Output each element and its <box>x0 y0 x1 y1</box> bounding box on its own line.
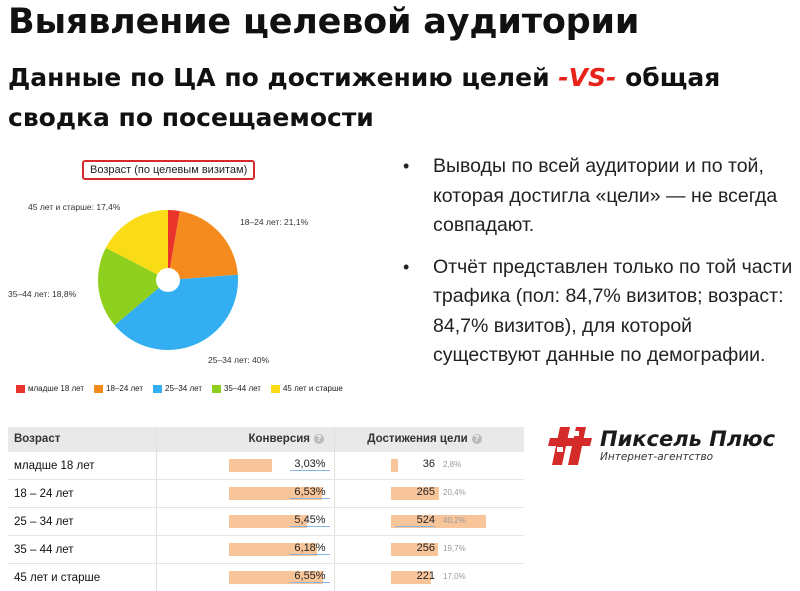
pixel-plus-logo-icon <box>548 427 592 465</box>
age-pie-chart <box>98 210 238 350</box>
conversion-bar <box>229 459 272 472</box>
findings-list: • Выводы по всей аудитории и по той, кото… <box>400 152 795 383</box>
cell-age: 45 лет и старше <box>14 571 101 584</box>
logo-tagline: Интернет-агентство <box>600 451 714 463</box>
cell-age: 35 – 44 лет <box>14 543 74 556</box>
subtitle-part2: общая сводка по посещаемости <box>8 63 721 132</box>
header-conversion-label: Конверсия <box>248 433 310 445</box>
legend-label: 18–24 лет <box>106 384 143 393</box>
conversion-bar <box>229 543 317 556</box>
table-row[interactable]: 45 лет и старше 6,55% 221 17,0% <box>8 563 524 591</box>
cell-age: младше 18 лет <box>14 459 95 472</box>
header-conversion[interactable]: Конверсия? <box>156 427 334 451</box>
achievements-percent: 20,4% <box>443 488 466 497</box>
legend-swatch <box>211 384 221 393</box>
table-header: Возраст Конверсия? Достижения цели? <box>8 427 524 451</box>
achievements-count: 256 <box>416 542 435 554</box>
pie-slice[interactable] <box>98 247 168 326</box>
achievements-percent: 2,8% <box>443 460 462 469</box>
cell-achievements: 256 19,7% <box>334 536 524 563</box>
subtitle-part1: Данные по ЦА по достижению целей <box>8 63 559 92</box>
table-row[interactable]: 35 – 44 лет 6,18% 256 19,7% <box>8 535 524 563</box>
page-title: Выявление целевой аудитории <box>8 2 640 42</box>
achievements-percent: 17,0% <box>443 572 466 581</box>
bullet-dot-icon: • <box>403 256 410 277</box>
achievements-bar <box>391 459 398 472</box>
table-body: младше 18 лет 3,03% 36 2,8% 18 – 24 лет … <box>8 451 524 591</box>
page-subtitle: Данные по ЦА по достижению целей -VS- об… <box>8 58 788 138</box>
table-row[interactable]: младше 18 лет 3,03% 36 2,8% <box>8 451 524 479</box>
conversion-value: 6,18% <box>290 542 330 555</box>
achievements-bar <box>391 515 486 528</box>
legend-item[interactable]: 25–34 лет <box>153 384 202 393</box>
achievements-bar <box>391 571 431 584</box>
header-age[interactable]: Возраст <box>14 433 61 445</box>
pie-slice[interactable] <box>114 274 238 350</box>
conversion-bar <box>229 487 322 500</box>
legend-item[interactable]: младше 18 лет <box>16 384 84 393</box>
age-conversion-table: Возраст Конверсия? Достижения цели? млад… <box>8 427 524 591</box>
bullet-dot-icon: • <box>403 156 410 176</box>
achievements-count: 524 <box>395 514 435 527</box>
table-row[interactable]: 18 – 24 лет 6,53% 265 20,4% <box>8 479 524 507</box>
help-icon[interactable]: ? <box>314 434 324 444</box>
pie-legend: младше 18 лет 18–24 лет 25–34 лет 35–44 лет… <box>16 384 343 393</box>
help-icon[interactable]: ? <box>471 434 482 444</box>
cell-achievements: 524 40,2% <box>334 508 524 535</box>
legend-swatch <box>153 384 162 393</box>
cell-achievements: 221 17,0% <box>334 564 524 591</box>
pie-slice[interactable] <box>105 210 168 280</box>
conversion-value: 6,53% <box>290 486 330 499</box>
pie-slice[interactable] <box>168 211 238 280</box>
achievements-count: 36 <box>422 458 435 470</box>
achievements-percent: 19,7% <box>443 544 466 553</box>
cell-age: 25 – 34 лет <box>14 515 74 528</box>
cell-conversion: 6,18% <box>156 536 334 563</box>
header-achievements-label: Достижения цели <box>367 433 468 445</box>
pie-center-hole <box>156 268 180 292</box>
header-achievements[interactable]: Достижения цели? <box>334 427 524 451</box>
cell-achievements: 36 2,8% <box>334 452 524 479</box>
finding-text: Выводы по всей аудитории и по той, котор… <box>433 155 778 236</box>
cell-conversion: 6,55% <box>156 564 334 591</box>
legend-item[interactable]: 18–24 лет <box>94 384 143 393</box>
pie-label-18-24: 18–24 лет: 21,1% <box>240 217 309 227</box>
cell-age: 18 – 24 лет <box>14 487 74 500</box>
cell-conversion: 5,45% <box>156 508 334 535</box>
conversion-value: 3,03% <box>290 458 330 471</box>
legend-label: 25–34 лет <box>165 384 202 393</box>
pie-label-45: 45 лет и старше: 17,4% <box>28 202 121 212</box>
legend-swatch <box>270 384 280 393</box>
achievements-bar <box>391 487 439 500</box>
pie-label-25-34: 25–34 лет: 40% <box>208 355 270 365</box>
achievements-count: 221 <box>416 570 435 582</box>
achievements-percent: 40,2% <box>443 516 466 525</box>
pie-label-35-44: 35–44 лет: 18,8% <box>8 289 77 299</box>
legend-swatch <box>16 384 25 393</box>
table-row[interactable]: 25 – 34 лет 5,45% 524 40,2% <box>8 507 524 535</box>
conversion-bar <box>229 515 307 528</box>
pie-slice[interactable] <box>168 210 180 280</box>
cell-achievements: 265 20,4% <box>334 480 524 507</box>
achievements-count: 265 <box>416 486 435 498</box>
cell-conversion: 6,53% <box>156 480 334 507</box>
finding-text: Отчёт представлен только по той части тр… <box>433 255 793 367</box>
legend-swatch <box>94 384 104 393</box>
logo-text: Пиксель Плюс Интернет-агентство <box>600 427 775 463</box>
conversion-bar <box>229 571 323 584</box>
subtitle-vs: -VS- <box>558 63 617 92</box>
conversion-value: 6,55% <box>290 570 330 583</box>
finding-item: • Отчёт представлен только по той части т… <box>400 253 795 371</box>
achievements-bar <box>391 543 438 556</box>
legend-label: 35–44 лет <box>223 384 261 393</box>
conversion-value: 5,45% <box>290 514 330 527</box>
logo-name: Пиксель Плюс <box>600 427 776 451</box>
legend-label: 45 лет и старше <box>282 384 343 393</box>
legend-item[interactable]: 45 лет и старше <box>270 384 343 393</box>
pie-chart-title: Возраст (по целевым визитам) <box>82 160 256 180</box>
finding-item: • Выводы по всей аудитории и по той, кото… <box>400 152 795 241</box>
cell-conversion: 3,03% <box>156 452 334 479</box>
legend-item[interactable]: 35–44 лет <box>211 384 261 393</box>
legend-label: младше 18 лет <box>28 384 85 393</box>
